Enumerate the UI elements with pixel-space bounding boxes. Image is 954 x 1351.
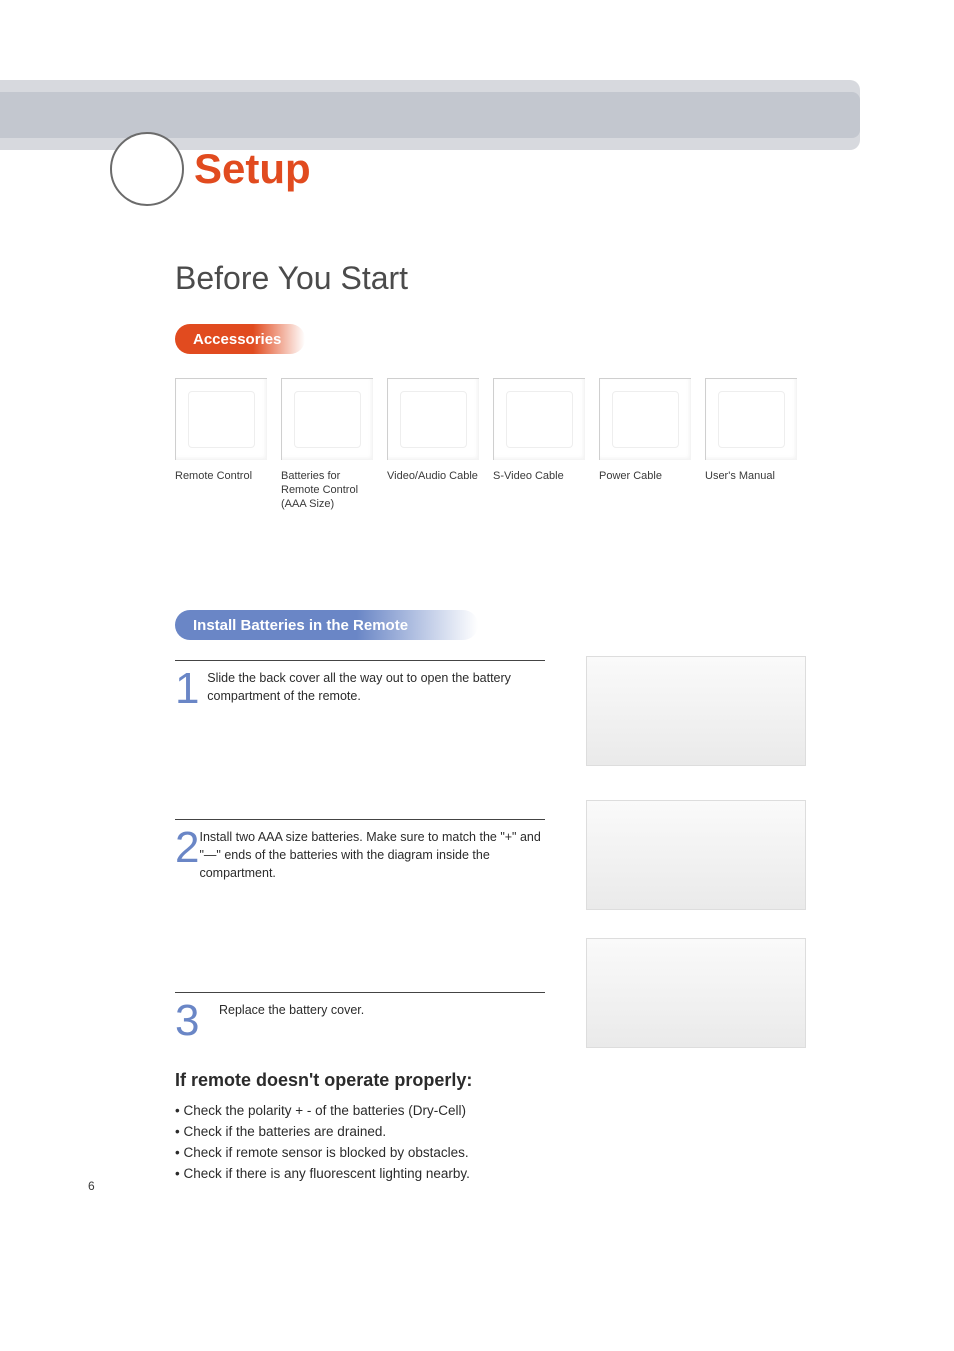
bullet-item: • Check the polarity + - of the batterie… [175,1101,735,1122]
step-text: Replace the battery cover. [219,997,364,1041]
svideo-cable-icon [493,378,585,460]
step-text: Slide the back cover all the way out to … [207,665,545,709]
accessory-label: Video/Audio Cable [387,470,481,484]
chapter-badge: Setup [110,132,311,206]
accessory-label: User's Manual [705,470,799,484]
bullet-text: Check if remote sensor is blocked by obs… [183,1145,468,1160]
step1-illustration-icon [586,656,806,766]
manual-icon [705,378,797,460]
accessory-item: S-Video Cable [493,378,587,511]
accessory-item: Batteries for Remote Control (AAA Size) [281,378,375,511]
step-number: 1 [175,665,207,709]
power-cable-icon [599,378,691,460]
av-cable-icon [387,378,479,460]
accessory-label: S-Video Cable [493,470,587,484]
step-row: 3 Replace the battery cover. [175,992,545,1041]
step-row: 2 Install two AAA size batteries. Make s… [175,819,545,882]
step-number: 2 [175,824,199,882]
install-heading: Install Batteries in the Remote [175,610,478,640]
section-title: Before You Start [175,260,408,297]
bullet-item: • Check if there is any fluorescent ligh… [175,1164,735,1185]
troubleshoot-heading: If remote doesn't operate properly: [175,1070,735,1091]
bullet-item: • Check if remote sensor is blocked by o… [175,1143,735,1164]
bullet-text: Check if there is any fluorescent lighti… [183,1166,469,1181]
accessories-row: Remote Control Batteries for Remote Cont… [175,378,799,511]
chapter-title: Setup [166,145,311,193]
bullet-text: Check the polarity + - of the batteries … [183,1103,465,1118]
steps-column: 1 Slide the back cover all the way out t… [175,660,545,1041]
remote-control-icon [175,378,267,460]
troubleshoot-bullets: • Check the polarity + - of the batterie… [175,1101,735,1185]
chapter-circle-icon [110,132,184,206]
accessory-item: Power Cable [599,378,693,511]
accessory-label: Remote Control [175,470,269,484]
bullet-text: Check if the batteries are drained. [183,1124,386,1139]
step-row: 1 Slide the back cover all the way out t… [175,660,545,709]
step-number: 3 [175,997,219,1041]
install-heading-wrap: Install Batteries in the Remote [175,610,478,640]
page-number: 6 [88,1179,95,1193]
step2-illustration-icon [586,800,806,910]
batteries-icon [281,378,373,460]
accessory-item: Video/Audio Cable [387,378,481,511]
accessories-heading: Accessories [175,324,305,354]
troubleshoot-section: If remote doesn't operate properly: • Ch… [175,1070,735,1185]
accessories-heading-wrap: Accessories [175,324,305,354]
accessory-label: Batteries for Remote Control (AAA Size) [281,470,375,511]
accessory-item: User's Manual [705,378,799,511]
step3-illustration-icon [586,938,806,1048]
accessory-label: Power Cable [599,470,693,484]
bullet-item: • Check if the batteries are drained. [175,1122,735,1143]
accessory-item: Remote Control [175,378,269,511]
step-text: Install two AAA size batteries. Make sur… [199,824,545,882]
